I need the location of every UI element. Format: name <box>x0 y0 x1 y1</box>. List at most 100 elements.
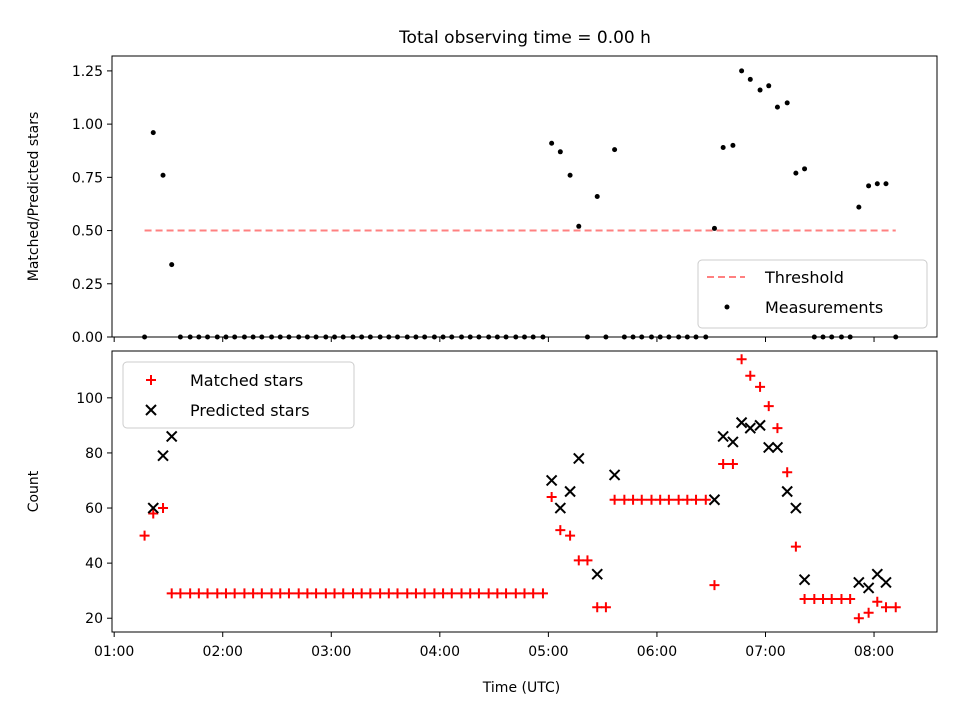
y-tick-label: 100 <box>76 391 103 407</box>
matched-star-point <box>410 588 421 599</box>
matched-star-point <box>691 494 702 505</box>
measurement-point <box>269 334 275 340</box>
measurement-point <box>404 334 410 340</box>
matched-star-point <box>592 602 603 613</box>
x-tick-label: 07:00 <box>745 644 785 660</box>
matched-star-point <box>826 593 837 604</box>
matched-star-point <box>782 467 793 478</box>
measurement-point <box>467 334 473 340</box>
y-axis-label: Count <box>26 470 42 512</box>
matched-star-point <box>383 588 394 599</box>
matched-star-point <box>158 503 169 514</box>
matched-star-point <box>636 494 647 505</box>
matched-star-point <box>239 588 250 599</box>
measurement-point <box>169 262 175 268</box>
matched-star-point <box>755 381 766 392</box>
matched-star-point <box>682 494 693 505</box>
matched-star-point <box>473 588 484 599</box>
matched-star-point <box>320 588 331 599</box>
measurement-point <box>612 147 618 153</box>
measurement-point <box>313 334 319 340</box>
matched-star-point <box>456 588 467 599</box>
y-tick-label: 1.00 <box>72 117 103 133</box>
measurement-point <box>431 334 437 340</box>
measurement-point <box>684 334 690 340</box>
predicted-star-point <box>763 441 775 454</box>
matched-star-point <box>293 588 304 599</box>
matched-star-point <box>818 593 829 604</box>
predicted-star-point <box>708 494 721 506</box>
predicted-star-point <box>573 452 585 465</box>
predicted-star-point <box>798 573 811 586</box>
measurement-point <box>513 334 519 340</box>
measurement-point <box>747 76 753 82</box>
matched-star-point <box>202 588 213 599</box>
bottom-panel: 01:00 02:00 03:00 04:00 05:00 06:00 07:00 08:00… <box>26 350 938 696</box>
measurement-point <box>774 104 780 110</box>
predicted-star-point <box>717 430 729 443</box>
predicted-star-point <box>781 485 793 498</box>
measurement-point <box>720 145 726 151</box>
predicted-star-point <box>157 449 169 462</box>
measurement-point <box>340 334 346 340</box>
measurement-point <box>177 334 183 340</box>
matched-star-point <box>727 458 738 469</box>
measurement-point <box>196 334 202 340</box>
figure-title: Total observing time = 0.00 h <box>398 28 651 48</box>
x-tick-label: 02:00 <box>203 644 243 660</box>
y-axis-label: Matched/Predicted stars <box>26 112 42 282</box>
x-tick-label: 04:00 <box>420 644 460 660</box>
predicted-star-point <box>554 502 567 514</box>
matched-star-point <box>338 588 349 599</box>
measurement-point <box>820 334 826 340</box>
legend-measurements-swatch <box>724 304 730 310</box>
matched-star-point <box>863 607 874 618</box>
matched-star-point <box>537 588 548 599</box>
y-tick-label: 0.00 <box>72 330 103 346</box>
measurement-point <box>332 334 338 340</box>
predicted-star-point <box>545 474 558 487</box>
measurement-point <box>866 183 872 189</box>
predicted-star-point <box>564 485 576 498</box>
matched-star-point <box>193 588 204 599</box>
matched-star-point <box>275 588 286 599</box>
matched-star-point <box>446 588 457 599</box>
measurement-point <box>711 225 717 231</box>
measurement-point <box>793 170 799 176</box>
predicted-star-point <box>727 436 739 448</box>
measurement-point <box>286 334 292 340</box>
matched-star-point <box>148 508 159 519</box>
matched-star-point <box>880 602 891 613</box>
measurement-point <box>394 334 400 340</box>
matched-star-point <box>220 588 231 599</box>
matched-star-point <box>745 370 756 381</box>
measurement-point <box>811 334 817 340</box>
measurement-point <box>639 334 645 340</box>
top-panel: 0.00 0.25 0.50 0.75 1.00 1.25 Matched/Predicte… <box>26 55 938 346</box>
measurement-point <box>856 204 862 210</box>
measurement-point <box>703 334 709 340</box>
predicted-star-point <box>790 502 802 514</box>
measurement-point <box>784 100 790 106</box>
measurement-point <box>503 334 509 340</box>
measurement-point <box>205 334 211 340</box>
measurement-point <box>893 334 899 340</box>
matched-star-point <box>582 555 593 566</box>
legend-top: Threshold Measurements <box>697 259 928 329</box>
measurement-point <box>359 334 365 340</box>
matched-star-point <box>465 588 476 599</box>
measurement-point <box>739 68 745 74</box>
matched-star-point <box>600 602 611 613</box>
matched-star-point <box>392 588 403 599</box>
measurement-point <box>304 334 310 340</box>
measurement-point <box>874 181 880 187</box>
matched-star-point <box>836 593 847 604</box>
y-tick-label: 0.75 <box>72 170 103 186</box>
matched-star-point <box>347 588 358 599</box>
matched-star-point <box>419 588 430 599</box>
measurement-point <box>142 334 148 340</box>
matched-star-point <box>546 492 557 503</box>
y-tick-label: 40 <box>85 556 103 572</box>
matched-star-point <box>790 541 801 552</box>
